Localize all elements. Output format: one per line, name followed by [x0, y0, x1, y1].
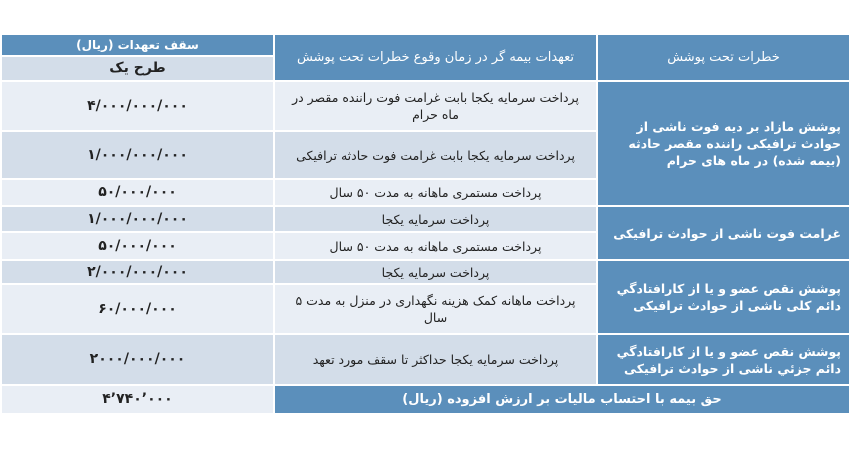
header-commitments: تعهدات بیمه گر در زمان وقوع خطرات تحت پو…	[273, 33, 598, 82]
premium-label: حق بیمه با احتساب مالیات بر ارزش افزوده …	[273, 384, 850, 415]
commitment-cell: پرداخت مستمری ماهانه به مدت ۵۰ سال	[273, 178, 598, 207]
risk-cell: پوشش نقص عضو و یا از کارافتادگي دائم کلی…	[596, 259, 850, 335]
value-cell: ۵۰/۰۰۰/۰۰۰	[0, 231, 275, 261]
risk-cell: پوشش مازاد بر دیه فوت ناشی از حوادث تراف…	[596, 80, 850, 207]
premium-value: ۴’۷۴۰’۰۰۰	[0, 384, 275, 415]
commitment-cell: پرداخت سرمایه یکجا	[273, 205, 598, 233]
risk-cell: پوشش نقص عضو و یا از کارافتادگي دائم جزئ…	[596, 333, 850, 386]
header-ceiling: سقف تعهدات (ریال)	[0, 33, 275, 57]
value-cell: ۶۰/۰۰۰/۰۰۰	[0, 283, 275, 335]
value-cell: ۴/۰۰۰/۰۰۰/۰۰۰	[0, 80, 275, 132]
value-cell: ۲/۰۰۰/۰۰۰/۰۰۰	[0, 259, 275, 285]
insurance-coverage-table: خطرات تحت پوشش تعهدات بیمه گر در زمان وق…	[0, 33, 850, 415]
header-risks: خطرات تحت پوشش	[596, 33, 850, 82]
value-cell: ۵۰/۰۰۰/۰۰۰	[0, 178, 275, 207]
value-cell: ۱/۰۰۰/۰۰۰/۰۰۰	[0, 205, 275, 233]
commitment-cell: پرداخت سرمایه یکجا حداکثر تا سقف مورد تع…	[273, 333, 598, 386]
commitment-cell: پرداخت سرمایه یکجا بابت غرامت فوت راننده…	[273, 80, 598, 132]
commitment-cell: پرداخت سرمایه یکجا	[273, 259, 598, 285]
commitment-cell: پرداخت ماهانه کمک هزینه نگهداری در منزل …	[273, 283, 598, 335]
value-cell: ۱/۰۰۰/۰۰۰/۰۰۰	[0, 130, 275, 180]
risk-cell: غرامت فوت ناشی از حوادث ترافیکی	[596, 205, 850, 261]
commitment-cell: پرداخت مستمری ماهانه به مدت ۵۰ سال	[273, 231, 598, 261]
value-cell: ۲۰۰۰/۰۰۰/۰۰۰	[0, 333, 275, 386]
header-plan: طرح یک	[0, 55, 275, 82]
commitment-cell: پرداخت سرمایه یکجا بابت غرامت فوت حادثه …	[273, 130, 598, 180]
